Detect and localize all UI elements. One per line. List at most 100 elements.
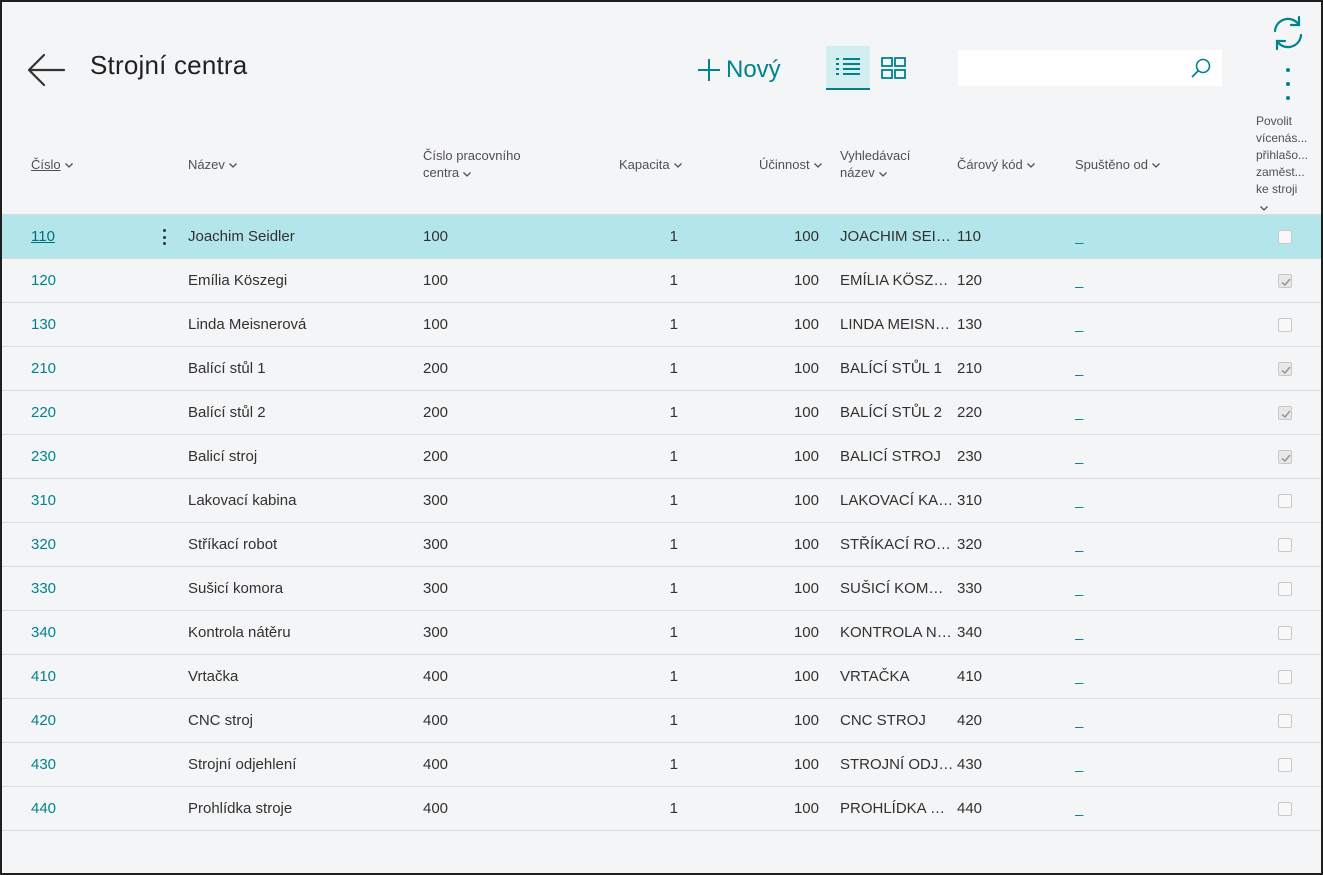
cell-barcode: 330 <box>957 580 983 597</box>
col-efficiency-header[interactable]: Účinnost <box>759 156 823 173</box>
allow-multi-checkbox[interactable] <box>1278 450 1292 464</box>
search-input[interactable] <box>958 50 1183 86</box>
cell-number[interactable]: 210 <box>31 360 57 377</box>
chevron-down-icon <box>463 171 472 177</box>
allow-multi-checkbox[interactable] <box>1278 582 1292 596</box>
cell-search-name: STROJNÍ ODJEHLENÍ <box>840 756 954 773</box>
allow-multi-checkbox[interactable] <box>1278 362 1292 376</box>
cell-work-center: 100 <box>423 228 449 245</box>
cell-efficiency: 100 <box>793 228 819 245</box>
allow-multi-checkbox[interactable] <box>1278 406 1292 420</box>
allow-multi-checkbox[interactable] <box>1278 274 1292 288</box>
header-label: Čárový kód <box>957 157 1023 172</box>
cell-started: _ <box>1075 404 1084 421</box>
new-button[interactable]: Nový <box>696 54 781 86</box>
header-line: název <box>840 164 910 181</box>
cell-number[interactable]: 230 <box>31 448 57 465</box>
cell-capacity: 1 <box>669 756 678 773</box>
allow-multi-checkbox[interactable] <box>1278 802 1292 816</box>
cell-number[interactable]: 340 <box>31 624 57 641</box>
chevron-down-icon <box>1260 205 1268 211</box>
checkmark-icon <box>1281 410 1291 419</box>
allow-multi-checkbox[interactable] <box>1278 318 1292 332</box>
allow-multi-checkbox[interactable] <box>1278 758 1292 772</box>
header-line: Povolit <box>1256 114 1293 128</box>
cell-number[interactable]: 120 <box>31 272 57 289</box>
cell-capacity: 1 <box>669 228 678 245</box>
header-label: Účinnost <box>759 157 810 172</box>
cell-number[interactable]: 430 <box>31 756 57 773</box>
allow-multi-checkbox[interactable] <box>1278 538 1292 552</box>
cell-work-center: 200 <box>423 448 449 465</box>
cell-number[interactable]: 320 <box>31 536 57 553</box>
table-row[interactable]: 430 Strojní odjehlení 400 1 100 STROJNÍ ODJEH… <box>2 743 1321 787</box>
cell-number[interactable]: 310 <box>31 492 57 509</box>
col-allow-multi-header[interactable]: Povolit vícenás... přihlašo... zaměst... ke … <box>1256 113 1308 214</box>
more-options-icon[interactable] <box>1278 64 1298 104</box>
tile-view-button[interactable] <box>872 46 916 90</box>
list-icon <box>836 58 860 75</box>
table-row[interactable]: 340 Kontrola nátěru 300 1 100 KONTROLA NÁTĚRU… <box>2 611 1321 655</box>
cell-number[interactable]: 410 <box>31 668 57 685</box>
cell-barcode: 410 <box>957 668 983 685</box>
allow-multi-checkbox[interactable] <box>1278 626 1292 640</box>
table-row[interactable]: 220 Balící stůl 2 200 1 100 BALÍCÍ STŮL 2 220 _ <box>2 391 1321 435</box>
tiles-icon <box>881 57 906 79</box>
table-row[interactable]: 120 Emília Köszegi 100 1 100 EMÍLIA KÖSZEGI 12… <box>2 259 1321 303</box>
back-button[interactable] <box>26 51 66 89</box>
cell-efficiency: 100 <box>793 360 819 377</box>
table-row[interactable]: 230 Balicí stroj 200 1 100 BALICÍ STROJ 230 _ <box>2 435 1321 479</box>
allow-multi-checkbox[interactable] <box>1278 494 1292 508</box>
cell-started: _ <box>1075 580 1084 597</box>
cell-work-center: 200 <box>423 404 449 421</box>
cell-number[interactable]: 130 <box>31 316 57 333</box>
allow-multi-checkbox[interactable] <box>1278 230 1292 244</box>
col-started-header[interactable]: Spuštěno od <box>1075 156 1161 173</box>
col-number-header[interactable]: Číslo <box>31 156 74 173</box>
refresh-button[interactable] <box>1269 14 1307 52</box>
col-capacity-header[interactable]: Kapacita <box>619 156 683 173</box>
cell-efficiency: 100 <box>793 536 819 553</box>
cell-number[interactable]: 440 <box>31 800 57 817</box>
search-icon[interactable] <box>1190 57 1212 79</box>
cell-number[interactable]: 330 <box>31 580 57 597</box>
table-row[interactable]: 130 Linda Meisnerová 100 1 100 LINDA MEISNERO… <box>2 303 1321 347</box>
cell-efficiency: 100 <box>793 800 819 817</box>
chevron-down-icon <box>813 162 822 168</box>
header-divider <box>2 214 1321 215</box>
table-row[interactable]: 210 Balící stůl 1 200 1 100 BALÍCÍ STŮL 1 210 _ <box>2 347 1321 391</box>
search-box[interactable] <box>958 50 1222 86</box>
cell-efficiency: 100 <box>793 404 819 421</box>
table-row[interactable]: 420 CNC stroj 400 1 100 CNC STROJ 420 _ <box>2 699 1321 743</box>
table-row[interactable]: 440 Prohlídka stroje 400 1 100 PROHLÍDKA STRO… <box>2 787 1321 831</box>
table-row[interactable]: 110 Joachim Seidler 100 1 100 JOACHIM SEIDLER… <box>2 215 1321 259</box>
cell-number[interactable]: 220 <box>31 404 57 421</box>
list-view-button[interactable] <box>826 46 870 90</box>
chevron-down-icon <box>673 162 682 168</box>
cell-capacity: 1 <box>669 404 678 421</box>
checkmark-icon <box>1281 366 1291 375</box>
cell-name: Linda Meisnerová <box>188 316 307 333</box>
row-menu-icon[interactable] <box>158 226 170 248</box>
col-name-header[interactable]: Název <box>188 156 238 173</box>
cell-search-name: VRTAČKA <box>840 668 910 685</box>
refresh-icon <box>1273 15 1303 51</box>
cell-number[interactable]: 110 <box>31 228 55 245</box>
cell-barcode: 110 <box>957 228 981 245</box>
table-row[interactable]: 310 Lakovací kabina 300 1 100 LAKOVACÍ KABINA… <box>2 479 1321 523</box>
col-work-center-header[interactable]: Číslo pracovního centra <box>423 147 521 181</box>
cell-name: Vrtačka <box>188 668 239 685</box>
table-row[interactable]: 410 Vrtačka 400 1 100 VRTAČKA 410 _ <box>2 655 1321 699</box>
cell-barcode: 310 <box>957 492 983 509</box>
cell-work-center: 400 <box>423 712 449 729</box>
cell-capacity: 1 <box>669 536 678 553</box>
cell-work-center: 100 <box>423 316 449 333</box>
cell-efficiency: 100 <box>793 272 819 289</box>
col-search-name-header[interactable]: Vyhledávací název <box>840 147 910 181</box>
col-barcode-header[interactable]: Čárový kód <box>957 156 1036 173</box>
allow-multi-checkbox[interactable] <box>1278 670 1292 684</box>
allow-multi-checkbox[interactable] <box>1278 714 1292 728</box>
cell-number[interactable]: 420 <box>31 712 57 729</box>
table-row[interactable]: 330 Sušicí komora 300 1 100 SUŠICÍ KOMORA 330 _ <box>2 567 1321 611</box>
